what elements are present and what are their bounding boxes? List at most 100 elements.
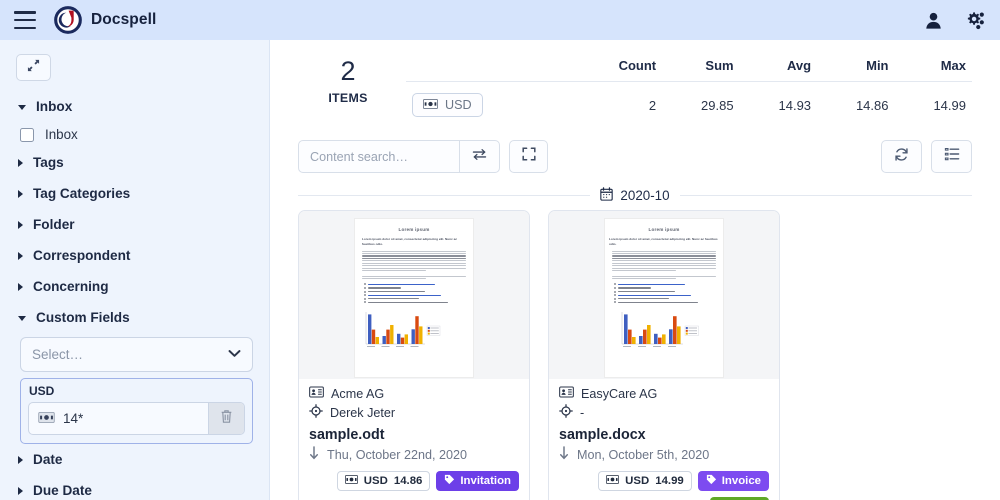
money-icon <box>606 475 620 487</box>
sidebar-item-label: Tags <box>33 155 64 170</box>
sidebar-item-custom-fields[interactable]: Custom Fields <box>0 302 269 333</box>
sidebar-item-inbox[interactable]: Inbox <box>0 91 269 122</box>
gears-icon[interactable] <box>965 11 986 30</box>
item-correspondent-row: EasyCare AG <box>559 386 769 401</box>
results-grid: Lorem ipsum Lorem ipsum dolor sit amet, … <box>270 210 1000 500</box>
tag-icon <box>706 474 717 488</box>
chevron-right-icon <box>18 251 23 260</box>
item-custom-field-badge[interactable]: USD 14.99 <box>598 471 692 491</box>
hamburger-icon[interactable] <box>14 11 36 29</box>
search-toolbar <box>270 132 1000 177</box>
result-group-separator: 2020-10 <box>270 177 1000 210</box>
search-toolbar-right <box>881 140 972 173</box>
sidebar-item-label: Correspondent <box>33 248 131 263</box>
custom-field-usd-filter: USD 14* <box>20 378 253 444</box>
currency-label: USD <box>445 98 472 112</box>
item-card-info: Acme AG Derek Jeter sample.odt <box>299 379 529 500</box>
fullscreen-search-button[interactable] <box>509 140 548 173</box>
custom-field-usd-input[interactable]: 14* <box>29 403 208 434</box>
summary-panel: 2 ITEMS Count Sum Avg Min Max <box>270 40 1000 132</box>
chevron-right-icon <box>18 220 23 229</box>
sidebar-item-label: Folder <box>33 217 75 232</box>
summary-max-cell: 14.99 <box>933 97 966 113</box>
sidebar-item-tag-categories[interactable]: Tag Categories <box>0 178 269 209</box>
inbox-checkbox-row[interactable]: Inbox <box>0 122 269 147</box>
custom-field-usd-input-group: 14* <box>28 402 245 435</box>
chevron-right-icon <box>18 282 23 291</box>
chevron-down-icon <box>18 105 26 110</box>
sidebar-item-correspondent[interactable]: Correspondent <box>0 240 269 271</box>
summary-col-sum: Sum <box>662 52 740 82</box>
trash-icon <box>220 409 233 429</box>
chevron-right-icon <box>18 158 23 167</box>
money-icon <box>344 475 358 487</box>
preview-list-item <box>364 283 466 286</box>
item-filename: sample.docx <box>559 427 646 443</box>
chevron-right-icon <box>18 486 23 495</box>
item-date-row: Mon, October 5th, 2020 <box>559 446 769 463</box>
preview-list-item <box>614 297 716 300</box>
item-tag-badge[interactable]: Invitation <box>436 471 519 491</box>
badge-label: USD <box>363 475 388 487</box>
item-card[interactable]: Lorem ipsum Lorem ipsum dolor sit amet, … <box>298 210 530 500</box>
sidebar-item-tags[interactable]: Tags <box>0 147 269 178</box>
list-view-button[interactable] <box>931 140 972 173</box>
search-mode-toggle-button[interactable] <box>459 141 499 172</box>
summary-col-count: Count <box>576 52 663 82</box>
summary-col-min: Min <box>817 52 895 82</box>
preview-list-item <box>364 301 466 304</box>
expand-sidebar-button[interactable] <box>16 54 51 81</box>
refresh-button[interactable] <box>881 140 922 173</box>
custom-field-usd-delete-button[interactable] <box>208 403 244 434</box>
user-icon[interactable] <box>924 11 943 30</box>
result-group-label-wrap: 2020-10 <box>600 187 670 204</box>
sidebar-item-due-date[interactable]: Due Date <box>0 475 269 500</box>
item-card-info: EasyCare AG - sample.docx <box>549 379 779 500</box>
item-concerning-row: Derek Jeter <box>309 404 519 421</box>
search-input[interactable] <box>299 141 459 172</box>
inbox-checkbox[interactable] <box>20 127 34 142</box>
item-tag-badge[interactable]: Todo <box>710 497 769 500</box>
preview-paragraph <box>612 250 716 272</box>
expand-corners-icon <box>521 147 536 166</box>
item-concerning: - <box>580 405 585 420</box>
item-badges: USD 14.86 Invitation <box>309 471 519 491</box>
chevron-down-icon <box>18 316 26 321</box>
preview-paragraph <box>612 275 716 280</box>
badge-value: 14.86 <box>393 475 423 487</box>
summary-min-cell: 14.86 <box>855 97 889 113</box>
address-card-icon <box>309 386 324 401</box>
tag-label: Invitation <box>460 475 511 487</box>
item-card[interactable]: Lorem ipsum Lorem ipsum dolor sit amet, … <box>548 210 780 500</box>
custom-field-usd-label: USD <box>29 384 55 398</box>
divider-right <box>679 195 972 196</box>
item-preview-thumbnail[interactable]: Lorem ipsum Lorem ipsum dolor sit amet, … <box>299 211 529 379</box>
chevron-right-icon <box>18 189 23 198</box>
item-preview-thumbnail[interactable]: Lorem ipsum Lorem ipsum dolor sit amet, … <box>549 211 779 379</box>
preview-list-item <box>614 286 716 289</box>
item-correspondent: Acme AG <box>331 386 385 401</box>
sidebar-item-label: Due Date <box>33 483 92 498</box>
search-input-group <box>298 140 500 173</box>
brand[interactable]: Docspell <box>54 6 156 34</box>
preview-paragraph <box>362 275 466 280</box>
arrow-down-icon <box>559 446 569 463</box>
preview-list-item <box>364 294 466 297</box>
item-custom-field-badge[interactable]: USD 14.86 <box>336 471 431 491</box>
tag-label: Invoice <box>721 475 761 487</box>
sidebar-item-folder[interactable]: Folder <box>0 209 269 240</box>
custom-field-select[interactable]: Select… <box>20 337 253 372</box>
preview-list-item <box>614 283 716 286</box>
money-icon <box>423 98 438 112</box>
item-tag-badge[interactable]: Invoice <box>697 471 769 491</box>
sidebar-item-concerning[interactable]: Concerning <box>0 271 269 302</box>
preview-paragraph <box>362 250 466 272</box>
custom-field-usd-value: 14* <box>63 411 84 426</box>
summary-col-avg: Avg <box>739 52 818 82</box>
tag-icon <box>444 474 455 488</box>
sidebar-item-date[interactable]: Date <box>0 444 269 475</box>
chevron-down-icon <box>228 349 241 361</box>
summary-avg-cell: 14.93 <box>778 97 812 113</box>
top-navbar-actions <box>924 11 986 30</box>
item-correspondent: EasyCare AG <box>581 386 658 401</box>
